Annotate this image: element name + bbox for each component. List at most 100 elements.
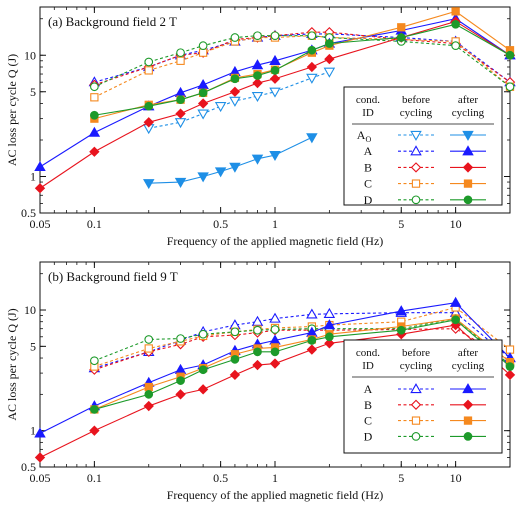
data-point — [230, 327, 240, 337]
x-axis-label: Frequency of the applied magnetic field … — [167, 234, 384, 248]
data-point — [198, 365, 208, 375]
data-point — [269, 312, 281, 323]
data-point — [214, 167, 227, 178]
y-tick-label: 5 — [30, 339, 36, 353]
series-line — [148, 136, 313, 184]
data-point — [174, 86, 187, 97]
legend-id: A — [364, 144, 373, 158]
data-point — [90, 82, 99, 92]
data-point — [449, 296, 462, 307]
data-point — [89, 425, 100, 436]
series-line — [94, 306, 511, 368]
data-point — [270, 31, 280, 41]
data-point — [325, 39, 334, 48]
data-point — [253, 31, 262, 41]
data-point — [88, 126, 101, 137]
legend-row-A: A — [364, 144, 486, 158]
data-point — [270, 347, 280, 357]
data-point — [323, 307, 336, 318]
panel-title: (a) Background field 2 T — [48, 14, 177, 29]
data-point — [306, 308, 318, 319]
data-point — [395, 305, 407, 316]
series-D-after — [90, 19, 515, 120]
legend-marker-after — [462, 162, 474, 173]
legend-header: cycling — [400, 360, 433, 372]
data-point — [175, 389, 186, 400]
data-point — [197, 98, 209, 109]
legend-marker-before — [410, 145, 422, 156]
data-point — [306, 61, 318, 73]
data-point — [306, 133, 318, 144]
x-tick-label: 5 — [398, 471, 404, 485]
data-point — [229, 162, 241, 173]
legend-marker-after — [463, 179, 473, 188]
data-point — [306, 73, 318, 84]
series-line — [94, 35, 511, 88]
y-tick-label: 1 — [30, 170, 36, 184]
data-point — [324, 53, 335, 65]
data-point — [505, 82, 515, 92]
legend-marker-after — [462, 399, 474, 410]
legend-header: ID — [362, 360, 374, 372]
y-tick-label: 1 — [30, 424, 36, 438]
data-point — [198, 41, 208, 50]
legend-header: before — [402, 347, 430, 359]
legend-row-D: D — [364, 429, 486, 443]
x-tick-label: 10 — [450, 217, 462, 231]
legend-marker-after — [463, 195, 473, 205]
data-point — [174, 177, 187, 188]
x-tick-label: 0.05 — [30, 217, 51, 231]
legend-row-B: B — [364, 160, 486, 174]
data-point — [451, 19, 460, 29]
data-point — [90, 110, 99, 120]
data-point — [229, 369, 241, 381]
chart-panel-2: 0.05 0.1 0.5 1 5 10 0.5 1 5 10 Frequency of the ap… — [5, 261, 516, 502]
legend-marker-before — [411, 179, 421, 188]
series-Ao-before — [143, 67, 336, 135]
data-point — [197, 109, 209, 120]
data-point — [176, 334, 185, 343]
data-point — [504, 369, 516, 381]
series-B-before — [89, 26, 516, 91]
data-point — [197, 172, 209, 183]
data-point — [325, 332, 334, 342]
legend-header: cycling — [452, 107, 485, 119]
data-point — [90, 405, 99, 414]
legend-box — [343, 86, 503, 206]
data-point — [90, 93, 99, 102]
data-point — [144, 382, 153, 392]
data-point — [230, 33, 240, 42]
data-point — [230, 355, 240, 364]
legend-marker-before — [411, 432, 421, 441]
data-point — [198, 88, 208, 98]
legend-marker-after — [462, 145, 474, 156]
panel-title: (b) Background field 9 T — [48, 269, 178, 284]
data-point — [451, 41, 460, 50]
legend-marker-before — [410, 130, 422, 141]
x-tick-label: 10 — [450, 471, 462, 485]
data-point — [34, 452, 46, 463]
data-point — [451, 7, 460, 16]
data-point — [505, 362, 515, 371]
legend-id: B — [364, 160, 372, 174]
legend-marker-after — [463, 416, 473, 425]
legend-header: cond. — [356, 94, 380, 106]
legend-marker-before — [410, 383, 422, 394]
legend-marker-after — [463, 432, 473, 441]
data-point — [144, 101, 154, 111]
x-tick-label: 0.05 — [30, 471, 51, 485]
data-point — [307, 31, 317, 41]
legend-id: A — [364, 382, 373, 396]
data-point — [90, 356, 99, 366]
data-point — [323, 67, 336, 78]
x-tick-label: 1 — [272, 471, 278, 485]
data-point — [198, 329, 208, 339]
series-line — [94, 35, 511, 98]
series-D-after — [90, 315, 515, 414]
series-line — [94, 23, 511, 116]
series-line — [94, 31, 511, 86]
data-point — [34, 183, 46, 194]
